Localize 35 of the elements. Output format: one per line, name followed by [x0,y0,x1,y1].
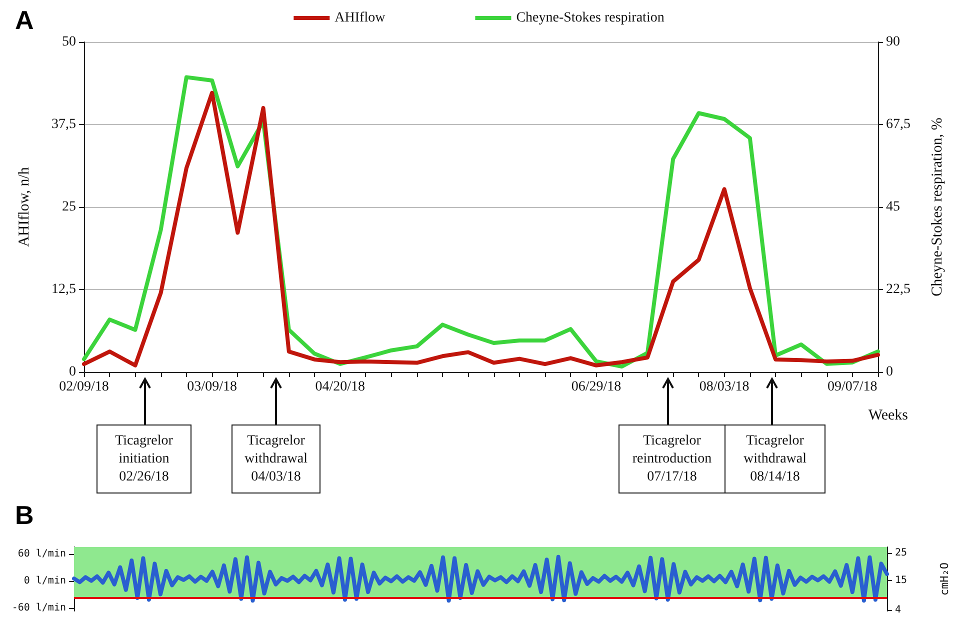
line-series [72,554,889,603]
y2-tick-label: 0 [886,364,893,380]
y-tick-label: 12,5 [52,282,76,297]
y-tick-label: 0 [69,364,76,380]
y2-tick-label: 4 [895,604,902,616]
chart-title: B [15,500,34,530]
y-axis-title: AHIflow, n/h [16,166,32,247]
y2-tick-label: 90 [886,34,900,50]
chart-title: A [15,5,34,35]
x-tick-label: 03/09/18 [187,380,237,394]
x-axis-title: Weeks [868,408,908,424]
y-tick-label: -60 l/min [12,602,66,614]
text: Ticagrelor withdrawal 08/14/18 [744,434,807,484]
x-tick-label: 02/09/18 [59,380,109,394]
y2-tick-label: 45 [886,200,900,214]
x-tick-label: 06/29/18 [571,380,622,394]
y2-tick-label: 67,5 [886,117,910,132]
y2-tick-label: 22,5 [886,282,910,297]
text: Ticagrelor withdrawal 04/03/18 [244,434,308,484]
y-tick-label: 50 [62,34,76,50]
y-tick-label: 25 [62,200,76,214]
legend-label: AHIflow [334,10,386,26]
y2-axis-title: Cheyne-Stokes respiration, % [930,118,946,296]
y-tick-label: 0 l/min [24,575,66,586]
y-tick-label: 37,5 [52,117,76,132]
x-tick-label: 08/03/18 [699,380,750,394]
x-tick-label: 04/20/18 [315,380,366,394]
y2-axis-title: cmH₂O [938,562,951,596]
x-tick-label: 09/07/18 [827,380,878,394]
y-tick-label: 60 l/min [18,548,66,560]
text: Ticagrelor reintroduction 07/17/18 [632,434,712,484]
legend-label: Cheyne-Stokes respiration [516,10,664,26]
y2-tick-label: 25 [895,548,908,559]
y2-tick-label: 15 [895,574,908,586]
text: Ticagrelor initiation 02/26/18 [115,434,174,484]
